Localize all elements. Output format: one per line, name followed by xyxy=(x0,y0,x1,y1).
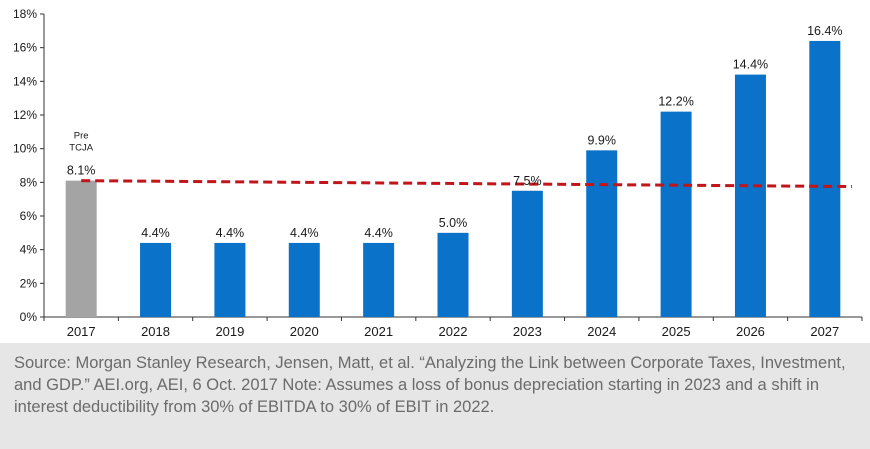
x-tick-label: 2019 xyxy=(215,324,244,339)
data-label: 12.2% xyxy=(658,95,693,109)
data-label: 9.9% xyxy=(587,133,616,147)
y-tick-label: 18% xyxy=(13,7,37,21)
x-tick-label: 2023 xyxy=(513,324,542,339)
y-tick-label: 2% xyxy=(20,276,38,290)
x-tick-label: 2018 xyxy=(141,324,170,339)
data-label: 4.4% xyxy=(216,226,245,240)
data-label: 4.4% xyxy=(364,226,393,240)
x-tick-label: 2026 xyxy=(736,324,765,339)
data-label: 16.4% xyxy=(807,24,842,38)
bar-2022 xyxy=(437,232,469,317)
x-axis: 2017 2018 2019 2020 2021 2022 2023 2024 2025 2026… xyxy=(43,316,863,339)
data-label: 4.4% xyxy=(290,226,319,240)
data-label: 5.0% xyxy=(439,216,468,230)
y-tick-label: 16% xyxy=(13,41,37,55)
y-tick-label: 6% xyxy=(20,209,38,223)
x-tick-label: 2025 xyxy=(662,324,691,339)
bars xyxy=(65,40,841,317)
bar-2020 xyxy=(288,242,320,317)
y-axis: 0% 2% 4% 6% 8% 10% 12% 14% 16% 18% xyxy=(13,7,45,324)
bar-2026 xyxy=(734,74,766,317)
reference-line xyxy=(81,179,853,189)
bar-2017 xyxy=(65,180,97,317)
x-tick-label: 2024 xyxy=(587,324,616,339)
x-tick-label: 2021 xyxy=(364,324,393,339)
pre-tcja-annotation: Pre xyxy=(74,131,89,142)
data-labels: 8.1% 4.4% 4.4% 4.4% 4.4% 5.0% 7.5% 9.9% 12.2% 14.… xyxy=(67,24,843,240)
data-label: 7.5% xyxy=(513,174,542,188)
reference-line-group xyxy=(81,179,853,189)
chart-panel: 0% 2% 4% 6% 8% 10% 12% 14% 16% 18% 2017 2018 2019 20… xyxy=(0,0,870,343)
data-label: 8.1% xyxy=(67,164,96,178)
data-label: 14.4% xyxy=(733,58,768,72)
data-label: 4.4% xyxy=(141,226,170,240)
bar-2021 xyxy=(363,242,395,317)
y-tick-label: 12% xyxy=(13,108,37,122)
bar-2025 xyxy=(660,111,692,317)
tax-rate-bar-chart: 0%2%4%6%8%10%12%14%16%18% 2017 2018 2019 20… xyxy=(13,7,863,339)
bar-2027 xyxy=(809,40,841,317)
y-tick-label: 10% xyxy=(13,142,37,156)
x-tick-label: 2027 xyxy=(810,324,839,339)
bar-2024 xyxy=(586,150,618,317)
pre-tcja-annotation: TCJA xyxy=(69,143,93,154)
x-tick-label: 2020 xyxy=(290,324,319,339)
y-tick-label: 14% xyxy=(13,74,37,88)
bar-2019 xyxy=(214,242,246,317)
x-tick-label: 2022 xyxy=(439,324,468,339)
y-tick-label: 8% xyxy=(20,175,38,189)
bar-2018 xyxy=(140,242,172,317)
x-tick-label: 2017 xyxy=(67,324,96,339)
source-note: Source: Morgan Stanley Research, Jensen,… xyxy=(14,354,846,416)
y-tick-label: 0% xyxy=(20,310,38,324)
y-tick-label: 4% xyxy=(20,243,38,257)
bar-2023 xyxy=(511,190,543,317)
